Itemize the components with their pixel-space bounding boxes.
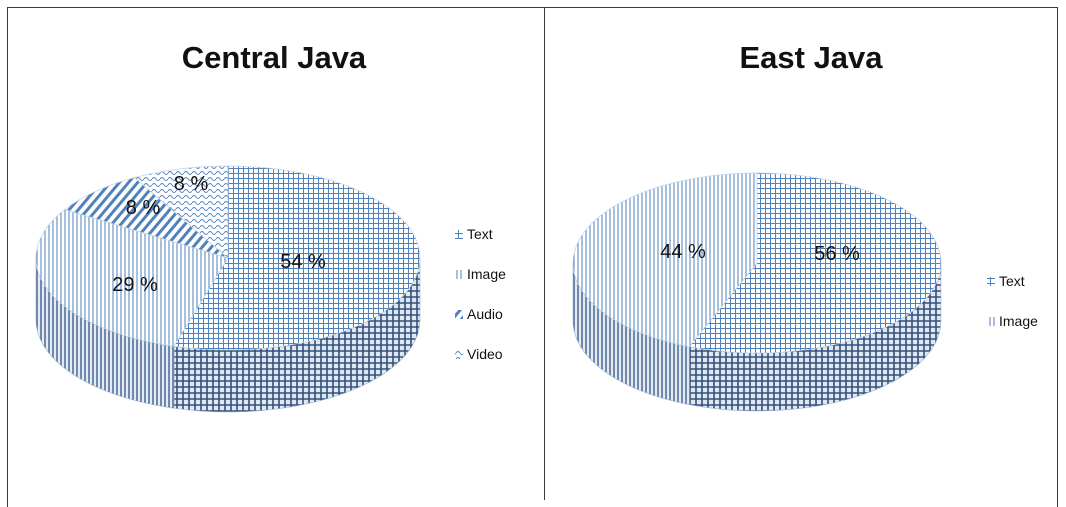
pie-slice-image [35,209,229,347]
legend-swatch-text [987,277,995,286]
data-label-image: 44 % [660,241,706,263]
pie-chart-central-java: Central Java 54 % 29 % 8 % 8 % Text Image Audio… [35,40,506,413]
legend-label-text: Text [467,226,493,242]
legend-label-image: Image [467,266,506,282]
legend-swatch-video [455,350,463,359]
legend-swatch-audio [455,310,463,319]
data-label-video: 8 % [174,173,209,195]
chart-panel-east-java: East Java 56 % 44 % Text Image [545,8,1057,500]
legend-swatch-text [455,230,463,239]
chart-title: East Java [739,40,883,75]
legend: Text Image [987,273,1038,329]
legend-label-text: Text [999,273,1025,289]
pie-slice-text [173,165,421,351]
data-label-text: 54 % [280,251,326,273]
pie-slice-image [572,172,758,348]
data-label-text: 56 % [814,243,860,265]
legend-label-image: Image [999,313,1038,329]
data-label-audio: 8 % [126,197,161,219]
pie-slice-video [133,165,229,259]
chart-title: Central Java [182,40,367,75]
pie-chart-east-java: East Java 56 % 44 % Text Image [572,40,1038,412]
legend-swatch-image [987,317,995,326]
pie-slice-audio [64,177,229,259]
legend-label-audio: Audio [467,306,503,322]
legend: Text Image Audio Video [455,226,506,362]
chart-panel-central-java: Central Java 54 % 29 % 8 % 8 % Text Image Audio… [8,8,544,500]
figure-frame [7,7,1058,507]
data-label-image: 29 % [112,274,158,296]
pie-slice-text [688,172,942,354]
panel-divider [544,7,545,500]
legend-swatch-image [455,270,463,279]
legend-label-video: Video [467,346,503,362]
